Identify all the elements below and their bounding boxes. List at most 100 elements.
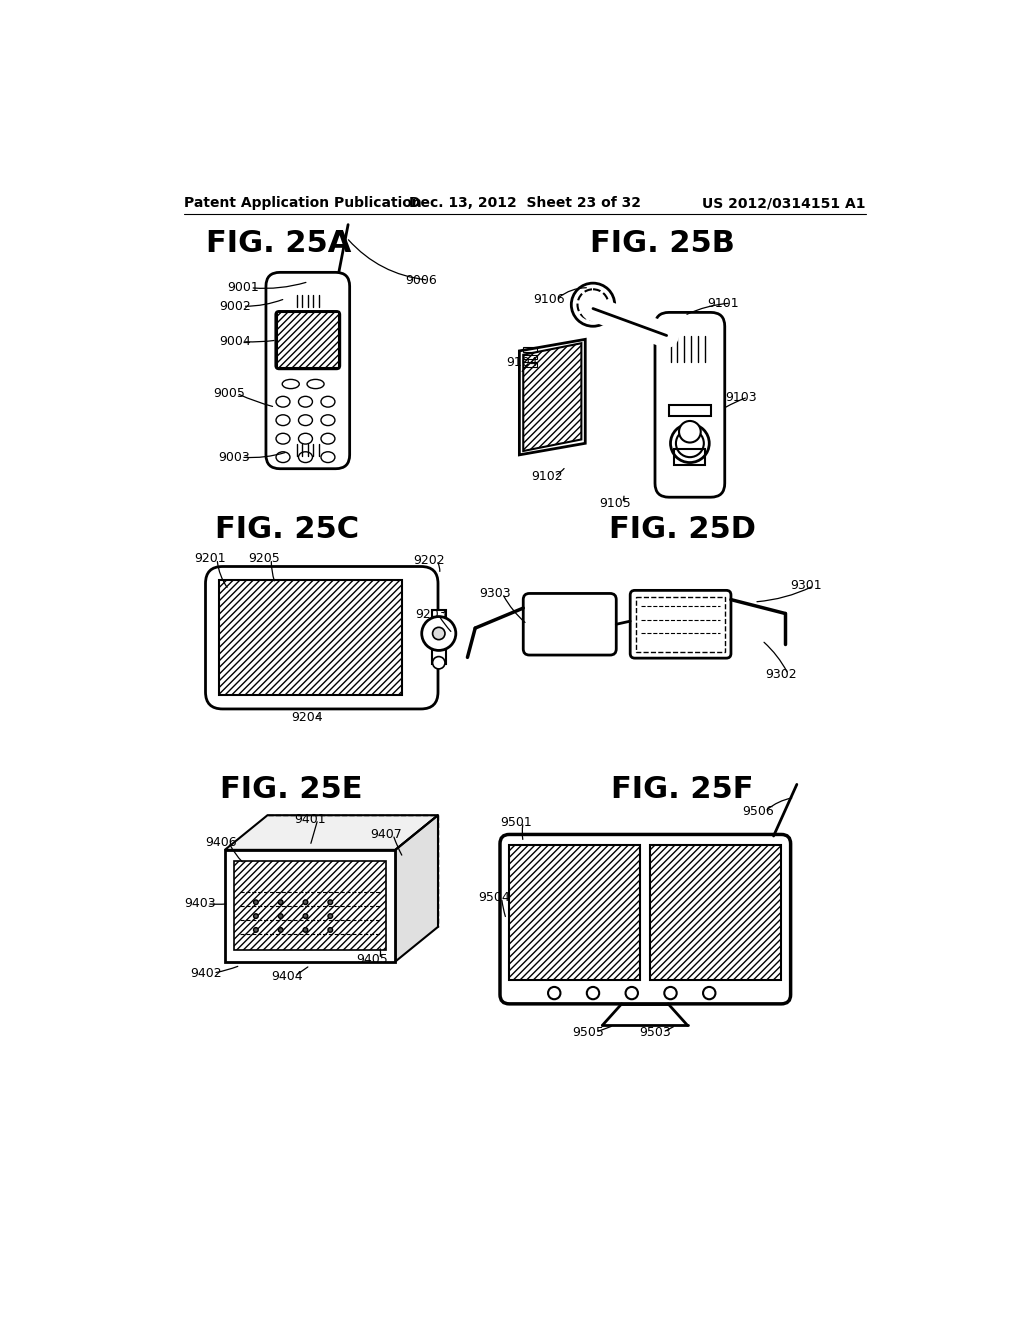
Polygon shape	[519, 339, 586, 455]
Polygon shape	[395, 816, 438, 961]
Text: 9006: 9006	[406, 273, 437, 286]
Text: 9005: 9005	[213, 387, 245, 400]
Text: 9505: 9505	[572, 1026, 604, 1039]
Circle shape	[571, 284, 614, 326]
Text: 9501: 9501	[500, 816, 531, 829]
Bar	[636, 597, 725, 652]
Ellipse shape	[299, 433, 312, 444]
Text: 9105: 9105	[599, 496, 631, 510]
Bar	[523, 355, 538, 359]
Text: 9503: 9503	[640, 1026, 672, 1039]
Bar	[675, 449, 706, 465]
Circle shape	[548, 987, 560, 999]
Text: 9404: 9404	[271, 970, 303, 982]
Text: 9201: 9201	[194, 552, 225, 565]
Bar	[669, 405, 711, 416]
Text: 9003: 9003	[218, 450, 250, 463]
Text: US 2012/0314151 A1: US 2012/0314151 A1	[702, 197, 866, 210]
Circle shape	[279, 900, 283, 904]
Ellipse shape	[276, 414, 290, 425]
Circle shape	[665, 987, 677, 999]
Text: 9506: 9506	[741, 805, 773, 818]
Text: FIG. 25B: FIG. 25B	[590, 228, 735, 257]
Text: 9104: 9104	[506, 356, 538, 370]
FancyBboxPatch shape	[266, 272, 349, 469]
Text: 9303: 9303	[479, 587, 511, 601]
Text: 9204: 9204	[291, 711, 323, 723]
Ellipse shape	[283, 379, 299, 388]
Bar	[219, 581, 401, 696]
Circle shape	[679, 421, 700, 442]
Bar	[523, 347, 538, 351]
Circle shape	[303, 900, 308, 904]
Circle shape	[254, 913, 258, 919]
Circle shape	[432, 627, 445, 640]
Ellipse shape	[321, 433, 335, 444]
Text: 9205: 9205	[248, 552, 280, 565]
Text: 9302: 9302	[765, 668, 797, 681]
Text: FIG. 25D: FIG. 25D	[608, 515, 756, 544]
Text: Patent Application Publication: Patent Application Publication	[183, 197, 422, 210]
Text: 9402: 9402	[190, 966, 221, 979]
Ellipse shape	[321, 414, 335, 425]
Circle shape	[303, 928, 308, 932]
Circle shape	[254, 928, 258, 932]
Text: FIG. 25E: FIG. 25E	[219, 775, 362, 804]
Bar	[432, 610, 445, 664]
Circle shape	[279, 928, 283, 932]
Ellipse shape	[276, 433, 290, 444]
FancyBboxPatch shape	[206, 566, 438, 709]
Circle shape	[671, 424, 710, 462]
Text: 9202: 9202	[414, 554, 444, 566]
Ellipse shape	[276, 396, 290, 407]
Text: 9504: 9504	[478, 891, 510, 904]
Text: 9401: 9401	[295, 813, 327, 825]
Text: FIG. 25F: FIG. 25F	[611, 775, 754, 804]
Text: FIG. 25A: FIG. 25A	[207, 228, 352, 257]
Circle shape	[328, 913, 333, 919]
Ellipse shape	[321, 451, 335, 462]
Text: 9106: 9106	[534, 293, 565, 306]
FancyBboxPatch shape	[630, 590, 731, 659]
Text: 9103: 9103	[725, 391, 757, 404]
Text: FIG. 25C: FIG. 25C	[215, 515, 359, 544]
Ellipse shape	[321, 396, 335, 407]
Bar	[276, 313, 339, 368]
Circle shape	[422, 616, 456, 651]
Text: Dec. 13, 2012  Sheet 23 of 32: Dec. 13, 2012 Sheet 23 of 32	[409, 197, 641, 210]
Ellipse shape	[276, 451, 290, 462]
Bar	[225, 850, 395, 961]
Text: 9406: 9406	[206, 836, 238, 849]
Polygon shape	[225, 816, 438, 850]
Ellipse shape	[307, 379, 324, 388]
Circle shape	[432, 656, 445, 669]
Circle shape	[328, 928, 333, 932]
Bar	[234, 862, 386, 950]
Circle shape	[587, 987, 599, 999]
Polygon shape	[523, 343, 582, 451]
Circle shape	[578, 289, 608, 321]
Circle shape	[328, 900, 333, 904]
Ellipse shape	[299, 396, 312, 407]
Text: 9004: 9004	[219, 335, 251, 348]
Bar	[649, 845, 780, 979]
Bar	[523, 363, 538, 367]
Circle shape	[303, 913, 308, 919]
Ellipse shape	[299, 414, 312, 425]
Circle shape	[254, 900, 258, 904]
FancyBboxPatch shape	[655, 313, 725, 498]
Text: 9301: 9301	[791, 579, 822, 593]
Text: 9002: 9002	[219, 300, 251, 313]
FancyBboxPatch shape	[500, 834, 791, 1003]
Text: 9001: 9001	[227, 281, 259, 294]
Ellipse shape	[299, 451, 312, 462]
Text: 9203: 9203	[415, 607, 446, 620]
Circle shape	[626, 987, 638, 999]
Circle shape	[676, 429, 703, 457]
Text: 9101: 9101	[708, 297, 739, 310]
Circle shape	[703, 987, 716, 999]
Text: 9407: 9407	[370, 828, 401, 841]
FancyBboxPatch shape	[523, 594, 616, 655]
Text: 9403: 9403	[183, 898, 215, 911]
Bar	[509, 845, 640, 979]
